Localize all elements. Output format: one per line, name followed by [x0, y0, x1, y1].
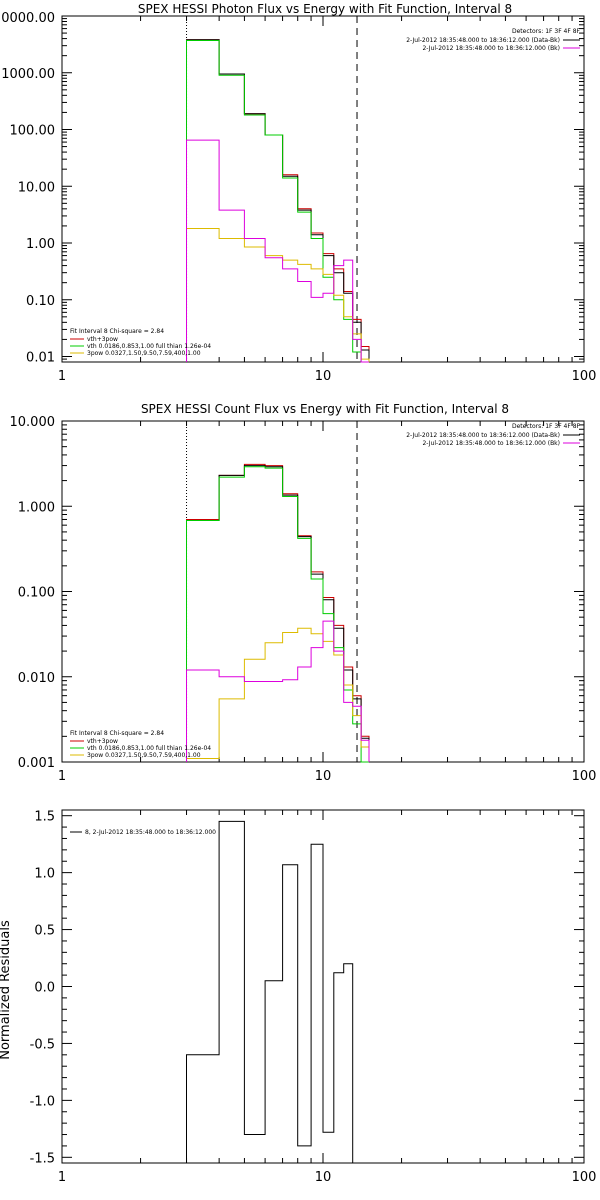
residuals-y-axis-label: Normalized Residuals [0, 920, 13, 1060]
photon-flux-y-tick-label: 0.10 [26, 294, 55, 309]
photon-flux-top-partial-label: 0000.00 [1, 11, 55, 26]
count-flux-series-total [186, 465, 370, 762]
photon-flux-y-tick-labels: 0000.00 1000.00 100.00 10.00 1.00 0.10 0.01 [1, 11, 55, 366]
count-flux-series-background [186, 620, 370, 762]
count-flux-series-vth [186, 466, 369, 763]
count-flux-data-interval-line: 2-Jul-2012 18:35:48.000 to 18:36:12.000 … [406, 432, 560, 439]
count-flux-x-tick-label: 1 [58, 769, 66, 784]
photon-flux-y-tick-label: 10.00 [18, 180, 55, 195]
residuals-series-total [186, 820, 354, 1163]
count-flux-bk-interval-line: 2-Jul-2012 18:35:48.000 to 18:36:12.000 … [422, 440, 560, 447]
residuals-series [186, 820, 354, 1163]
residuals-y-tick-label: -1.5 [30, 1151, 55, 1166]
photon-flux-legend-label-0: vth+3pow [87, 336, 118, 343]
count-flux-fit-legend: Fit Interval 8 Chi-square = 2.84 vth+3po… [70, 730, 211, 759]
residuals-y-tick-label: 0.0 [34, 981, 55, 996]
photon-flux-series [186, 39, 370, 363]
count-flux-series-three-pow [186, 627, 370, 762]
photon-flux-y-tick-label: 0.01 [26, 351, 55, 366]
photon-flux-x-tick-label: 10 [315, 369, 332, 384]
count-flux-x-tick-label: 100 [572, 769, 597, 784]
photon-flux-series-total [186, 39, 370, 362]
photon-flux-bk-interval-line: 2-Jul-2012 18:35:48.000 to 18:36:12.000 … [422, 45, 560, 52]
photon-flux-y-tick-label: 100.00 [10, 124, 56, 139]
count-flux-axis-ticks [61, 420, 584, 763]
residuals-legend-label: 8, 2-Jul-2012 18:35:48.000 to 18:36:12.0… [85, 829, 216, 836]
photon-flux-x-tick-label: 100 [572, 369, 597, 384]
residuals-x-tick-label: 1 [58, 1170, 66, 1185]
residuals-panel: Normalized Residuals 1.5 1.0 0.5 0.0 -0.5 -1.… [0, 809, 597, 1185]
residuals-y-tick-labels: 1.5 1.0 0.5 0.0 -0.5 -1.0 -1.5 [30, 810, 55, 1167]
residuals-x-tick-labels: 1 10 100 [58, 1170, 597, 1185]
count-flux-legend-label-0: vth+3pow [87, 738, 118, 745]
count-flux-energy-markers [186, 421, 358, 762]
count-flux-detector-info: Detectors: 1F 3F 4F 8F 2-Jul-2012 18:35:… [406, 423, 580, 447]
count-flux-x-tick-label: 10 [315, 769, 332, 784]
residuals-y-tick-label: 0.5 [34, 924, 55, 939]
photon-flux-fit-info: Fit Interval 8 Chi-square = 2.84 [70, 328, 164, 335]
photon-flux-data-interval-line: 2-Jul-2012 18:35:48.000 to 18:36:12.000 … [406, 37, 560, 44]
photon-flux-panel: SPEX HESSI Photon Flux vs Energy with Fi… [1, 2, 596, 384]
photon-flux-fit-legend: Fit Interval 8 Chi-square = 2.84 vth+3po… [70, 328, 211, 357]
residuals-y-tick-label: 1.5 [34, 810, 55, 825]
photon-flux-detector-info: Detectors: 1F 3F 4F 8F 2-Jul-2012 18:35:… [406, 28, 580, 52]
count-flux-panel: SPEX HESSI Count Flux vs Energy with Fit… [10, 402, 597, 784]
photon-flux-y-tick-label: 1.00 [26, 237, 55, 252]
residuals-legend: 8, 2-Jul-2012 18:35:48.000 to 18:36:12.0… [70, 829, 216, 836]
count-flux-legend-label-2: 3pow 0.0327,1.50,9.50,7.59,400,1.00 [87, 752, 201, 759]
count-flux-y-tick-label: 1.000 [18, 500, 55, 515]
count-flux-fit-info: Fit Interval 8 Chi-square = 2.84 [70, 730, 164, 737]
photon-flux-axis-ticks [61, 15, 584, 363]
photon-flux-series-three-pow [186, 228, 370, 362]
residuals-axis-ticks [61, 810, 584, 1163]
count-flux-series-vth-plus-3pow [186, 463, 370, 762]
photon-flux-detectors-line: Detectors: 1F 3F 4F 8F [512, 28, 581, 35]
count-flux-y-tick-label: 0.010 [18, 671, 55, 686]
photon-flux-legend-label-1: vth 0.0186,0.853,1.00 full thian 1.26e-0… [87, 343, 211, 350]
count-flux-y-tick-labels: 10.000 1.000 0.100 0.010 0.001 [10, 415, 56, 771]
photon-flux-energy-markers [186, 16, 358, 362]
residuals-y-tick-label: -1.0 [30, 1094, 55, 1109]
photon-flux-title: SPEX HESSI Photon Flux vs Energy with Fi… [138, 2, 512, 16]
count-flux-series [186, 463, 370, 763]
photon-flux-x-tick-labels: 1 10 100 [58, 369, 597, 384]
count-flux-y-tick-label: 10.000 [10, 415, 56, 430]
photon-flux-legend-label-2: 3pow 0.0327,1.50,9.50,7.59,400,1.00 [87, 350, 201, 357]
count-flux-detectors-line: Detectors: 1F 3F 4F 8F [512, 423, 581, 430]
count-flux-y-tick-label: 0.001 [18, 756, 55, 771]
count-flux-legend-label-1: vth 0.0186,0.853,1.00 full thian 1.26e-0… [87, 745, 211, 752]
residuals-y-tick-label: 1.0 [34, 867, 55, 882]
residuals-x-tick-label: 10 [315, 1170, 332, 1185]
photon-flux-plot-frame [61, 15, 585, 363]
photon-flux-x-tick-label: 1 [58, 369, 66, 384]
photon-flux-series-vth-plus-3pow [186, 39, 370, 362]
photon-flux-y-tick-label: 1000.00 [1, 67, 55, 82]
count-flux-y-tick-label: 0.100 [18, 586, 55, 601]
photon-flux-series-vth [186, 40, 369, 363]
count-flux-x-tick-labels: 1 10 100 [58, 769, 597, 784]
residuals-y-tick-label: -0.5 [30, 1037, 55, 1052]
count-flux-title: SPEX HESSI Count Flux vs Energy with Fit… [141, 402, 509, 416]
photon-flux-series-background [186, 139, 369, 363]
residuals-x-tick-label: 100 [572, 1170, 597, 1185]
